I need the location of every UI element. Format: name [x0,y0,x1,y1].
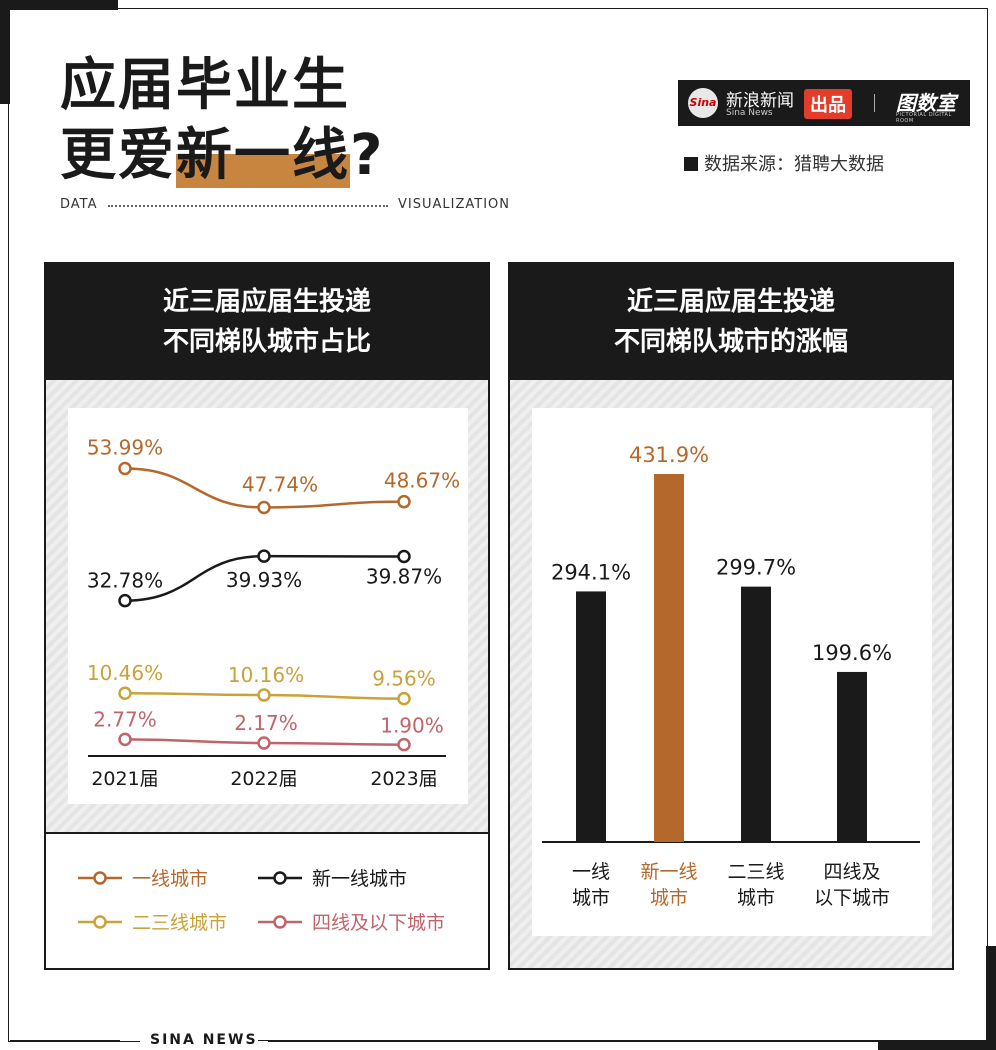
data-source: 数据来源：猎聘大数据 [684,150,884,176]
legend-divider [46,832,488,834]
bar [741,586,771,842]
legend-marker-1 [273,871,287,885]
data-point [397,737,411,752]
bar-category-label: 城市 [650,887,688,909]
data-label: 10.16% [228,663,304,687]
studio-logo: 图数室 [896,91,956,115]
data-point [257,549,271,563]
bar-category-label: 新一线 [640,861,697,883]
headline-suffix: ? [350,123,385,188]
headline-line-1: 应届毕业生 [60,53,350,118]
footer-line [10,1040,120,1041]
data-point [118,461,132,476]
bar-category-label: 以下城市 [814,887,890,909]
bar-value-label: 294.1% [551,560,631,584]
data-label: 2.77% [93,707,157,731]
data-label: DATA [60,197,98,212]
data-label: 32.78% [87,569,163,593]
legend-entry: 二三线城市 [132,912,227,934]
source-text: 数据来源：猎聘大数据 [704,154,884,175]
brand-separator [874,94,875,112]
data-label: 39.93% [226,568,302,592]
line-chart-title-2: 不同梯队城市占比 [162,327,371,357]
dotted-divider [108,205,388,207]
headline-line-2: 更爱新一线? [60,124,384,188]
bar-chart-title-2: 不同梯队城市的涨幅 [613,327,848,357]
data-point [397,549,411,564]
data-label: 9.56% [372,667,436,691]
data-point [118,732,132,747]
data-point [118,686,132,700]
bar [837,671,867,842]
brand-name: 新浪新闻 [726,91,794,111]
legend-entry: 一线城市 [132,868,208,890]
brand-bar: Sina 新浪新闻 Sina News 出品 图数室 PICTORIAL DIG… [678,80,970,126]
bar-chart-title-1: 近三届应届生投递 [626,287,835,317]
sina-logo: Sina [688,88,718,118]
line-chart-title-1: 近三届应届生投递 [162,287,371,317]
data-label: 47.74% [242,472,318,496]
studio-sub: PICTORIAL DIGITAL ROOM [896,112,952,124]
brand-badge: 出品 [804,89,852,119]
bar-category-label: 一线 [572,861,610,883]
data-point [397,691,411,706]
source-square-icon [684,157,698,171]
legend-marker-2 [93,915,107,929]
headline-highlight: 新一线 [176,123,350,188]
data-point [257,688,271,702]
data-label: 2.17% [234,711,298,735]
data-point [118,593,132,608]
legend-entry: 四线及以下城市 [312,912,445,934]
bar-category-label: 城市 [737,887,775,909]
footer-brand: SINA NEWS [140,1032,268,1048]
legend-entry: 新一线城市 [312,868,407,890]
visualization-label: VISUALIZATION [398,197,510,212]
line-chart-title: 近三届应届生投递 不同梯队城市占比 [46,264,488,380]
bar-value-label: 299.7% [716,556,796,580]
bar-category-label: 城市 [572,887,610,909]
data-point [397,494,411,509]
brand-sub: Sina News [726,108,773,118]
data-label: 48.67% [384,469,460,493]
headline-prefix: 更爱 [60,123,176,188]
legend-area [46,834,488,968]
corner-accent-top-left-v [0,0,10,104]
bar [576,591,606,842]
bar-category-label: 二三线 [727,861,784,883]
bar-chart-title: 近三届应届生投递 不同梯队城市的涨幅 [510,264,952,380]
page-frame [8,8,988,1042]
data-label: 39.87% [366,565,442,589]
bar-value-label: 199.6% [812,641,892,665]
footer-line-right [258,1040,878,1041]
corner-accent-top-left [0,0,118,10]
corner-accent-bottom-right-v [986,946,996,1050]
corner-accent-bottom-right [878,1040,996,1050]
bar [654,474,684,842]
legend-marker-0 [93,871,107,885]
x-tick-label: 2022届 [230,768,297,790]
x-tick-label: 2021届 [91,768,158,790]
bar-value-label: 431.9% [629,443,709,467]
data-label: 10.46% [87,661,163,685]
data-point [257,500,271,515]
data-label: 1.90% [380,714,444,738]
data-label: 53.99% [87,436,163,460]
data-point [257,736,271,750]
legend-marker-3 [273,915,287,929]
x-tick-label: 2023届 [370,768,437,790]
bar-category-label: 四线及 [823,861,880,883]
